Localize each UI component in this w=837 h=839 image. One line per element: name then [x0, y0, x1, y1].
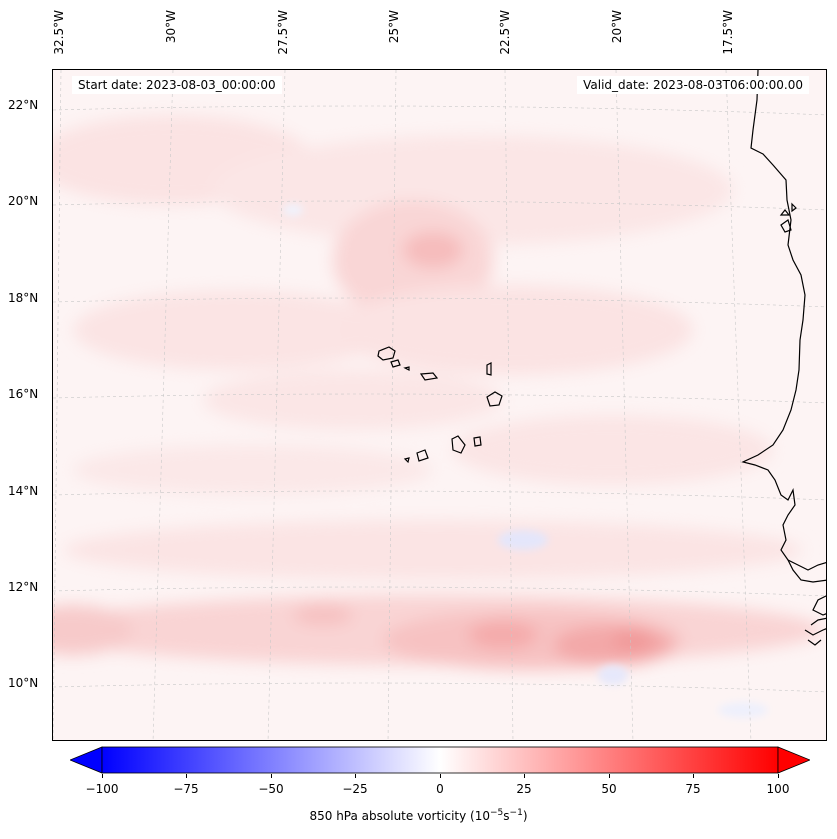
cb-tick-label: 50 [601, 782, 617, 796]
colorbar-label: 850 hPa absolute vorticity (10−5s−1) [0, 808, 837, 823]
cb-tick-label: 75 [685, 782, 701, 796]
gridlines [53, 70, 826, 740]
lat-label-14n: 14°N [8, 484, 39, 498]
lat-label-16n: 16°N [8, 387, 39, 401]
cb-tickmark [693, 774, 694, 778]
cb-tickmark [440, 774, 441, 778]
vorticity-field [53, 115, 823, 670]
cb-tick-label: 100 [766, 782, 790, 796]
lon-label-17-5w: 17.5°W [721, 10, 735, 55]
cb-tickmark [271, 774, 272, 778]
lon-label-27-5w: 27.5°W [276, 10, 290, 55]
cb-tickmark [355, 774, 356, 778]
cb-tick-label: −25 [342, 782, 368, 796]
colorbar-min-extend [68, 746, 103, 774]
colorbar-max-extend [777, 746, 812, 774]
lon-label-20w: 20°W [610, 10, 624, 44]
cb-tickmark [609, 774, 610, 778]
map-panel[interactable] [52, 69, 827, 741]
colorbar [68, 745, 812, 775]
start-date-label: Start date: 2023-08-03_00:00:00 [72, 76, 282, 94]
cb-tickmark [524, 774, 525, 778]
cb-tickmark [102, 774, 103, 778]
cb-tick-label: 25 [516, 782, 532, 796]
colorbar-label-text: 850 hPa absolute vorticity (10 [309, 809, 490, 823]
african-coastline [741, 70, 826, 646]
vorticity-map [53, 70, 826, 740]
cape-verde-islands [377, 346, 503, 464]
lon-label-25w: 25°W [387, 10, 401, 44]
lon-label-32-5w: 32.5°W [52, 10, 66, 55]
lat-label-12n: 12°N [8, 580, 39, 594]
lon-label-22-5w: 22.5°W [498, 10, 512, 55]
cb-tickmark [778, 774, 779, 778]
colorbar-label-exponent2: −1 [509, 808, 523, 818]
colorbar-label-exponent: −5 [490, 808, 504, 818]
cb-tick-label: −100 [85, 782, 119, 796]
cb-tick-label: 0 [436, 782, 444, 796]
cb-tick-label: −50 [258, 782, 284, 796]
valid-date-label: Valid_date: 2023-08-03T06:00:00.00 [577, 76, 809, 94]
colorbar-graphic [68, 746, 812, 774]
lat-label-18n: 18°N [8, 291, 39, 305]
colorbar-label-unit: s [503, 809, 510, 823]
lat-label-20n: 20°N [8, 194, 39, 208]
lat-label-22n: 22°N [8, 98, 39, 112]
lon-label-30w: 30°W [164, 10, 178, 44]
cb-tickmark [186, 774, 187, 778]
colorbar-label-end: ) [522, 809, 528, 823]
cb-tick-label: −75 [173, 782, 199, 796]
colorbar-gradient [101, 746, 779, 774]
lat-label-10n: 10°N [8, 676, 39, 690]
